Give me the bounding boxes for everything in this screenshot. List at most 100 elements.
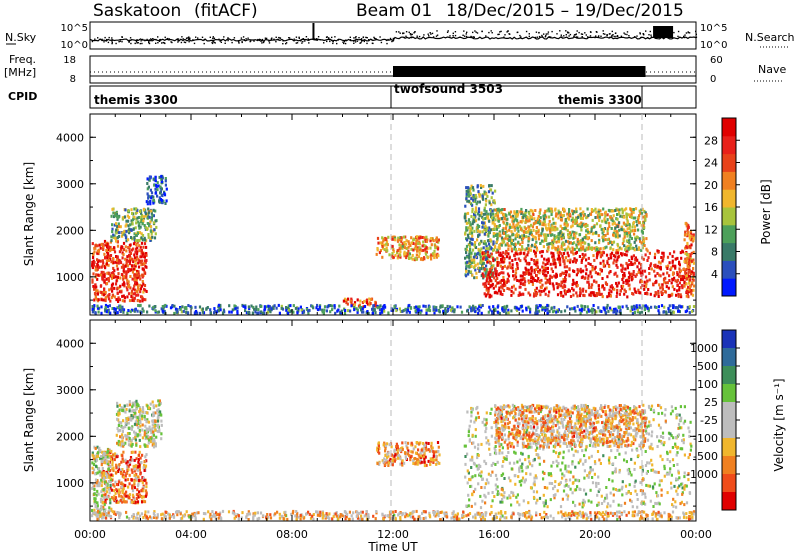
scatter-cell <box>503 305 506 309</box>
scatter-cell <box>97 492 100 496</box>
nsearch-point <box>683 35 685 38</box>
scatter-cell <box>132 464 135 468</box>
scatter-cell <box>583 276 586 280</box>
scatter-cell <box>528 271 531 275</box>
scatter-cell <box>340 309 343 313</box>
scatter-cell <box>645 237 648 241</box>
nsearch-point <box>157 36 159 38</box>
scatter-cell <box>589 272 592 276</box>
scatter-cell <box>580 258 583 262</box>
scatter-cell <box>650 267 653 271</box>
nsearch-point <box>227 39 229 42</box>
scatter-cell <box>477 234 480 237</box>
scatter-cell <box>106 294 109 298</box>
nsearch-point <box>313 38 316 40</box>
scatter-cell <box>534 209 537 212</box>
scatter-cell <box>280 306 283 310</box>
scatter-cell <box>660 304 664 308</box>
scatter-cell <box>115 466 118 470</box>
scatter-cell <box>465 251 468 254</box>
scatter-cell <box>358 305 362 309</box>
scatter-cell <box>511 266 514 270</box>
nsearch-point <box>227 37 229 39</box>
scatter-cell <box>508 264 511 267</box>
scatter-cell <box>672 306 675 310</box>
scatter-cell <box>142 219 145 223</box>
scatter-cell <box>115 499 118 503</box>
scatter-cell <box>437 238 440 242</box>
scatter-cell <box>406 252 409 256</box>
scatter-cell <box>509 244 512 248</box>
scatter-cell <box>548 228 551 232</box>
scatter-cell <box>550 275 553 279</box>
scatter-cell <box>609 294 612 298</box>
scatter-cell <box>107 308 110 312</box>
scatter-cell <box>492 199 495 203</box>
scatter-cell <box>99 473 102 477</box>
nsearch-point <box>223 36 225 38</box>
scatter-cell <box>527 268 530 272</box>
nsearch-point <box>519 34 521 37</box>
scatter-cell <box>525 209 528 212</box>
scatter-cell <box>96 263 99 266</box>
scatter-cell <box>113 484 116 488</box>
scatter-cell <box>465 221 468 225</box>
scatter-cell <box>106 252 109 256</box>
scatter-cell <box>96 292 99 296</box>
scatter-cell <box>617 248 620 252</box>
scatter-cell <box>501 293 504 296</box>
scatter-cell <box>506 287 509 290</box>
scatter-cell <box>501 241 504 245</box>
nsearch-point <box>545 33 547 35</box>
scatter-cell <box>140 213 144 217</box>
scatter-cell <box>687 271 690 274</box>
scatter-cell <box>644 304 647 308</box>
scatter-cell <box>428 305 431 309</box>
scatter-cell <box>572 236 575 240</box>
scatter-cell <box>675 293 678 297</box>
scatter-cell <box>209 308 212 312</box>
scatter-cell <box>570 218 573 222</box>
scatter-cell <box>534 260 537 264</box>
scatter-cell <box>96 454 99 458</box>
scatter-cell <box>581 269 584 273</box>
scatter-cell <box>515 232 518 236</box>
scatter-cell <box>133 299 136 303</box>
noise-series <box>89 23 698 45</box>
scatter-cell <box>486 216 489 220</box>
nsearch-point <box>296 42 299 44</box>
scatter-cell <box>671 259 674 263</box>
scatter-cell <box>484 257 487 261</box>
scatter-cell <box>595 246 598 250</box>
scatter-cell <box>648 251 651 255</box>
scatter-cell <box>128 493 132 497</box>
scatter-cell <box>125 461 128 465</box>
scatter-cell <box>403 250 406 254</box>
scatter-cell <box>223 310 226 314</box>
scatter-cell <box>154 191 157 195</box>
scatter-cell <box>477 217 480 221</box>
scatter-cell <box>143 242 147 246</box>
scatter-cell <box>585 268 588 272</box>
scatter-cell <box>479 255 482 259</box>
scatter-cell <box>607 237 611 241</box>
scatter-cell <box>405 310 408 314</box>
scatter-cell <box>418 246 421 250</box>
scatter-cell <box>513 254 516 258</box>
scatter-cell <box>636 308 639 312</box>
scatter-cell <box>491 310 494 314</box>
scatter-cell <box>93 445 96 449</box>
scatter-cell <box>102 248 105 251</box>
scatter-cell <box>688 311 691 315</box>
scatter-cell <box>616 284 619 288</box>
scatter-cell <box>608 288 611 292</box>
scatter-cell <box>104 475 107 479</box>
scatter-cell <box>625 207 628 211</box>
scatter-cell <box>163 193 167 197</box>
scatter-cell <box>143 255 146 259</box>
scatter-cell <box>464 261 467 265</box>
scatter-cell <box>138 231 142 235</box>
scatter-cell <box>112 246 116 250</box>
scatter-cell <box>552 262 555 266</box>
nsearch-point <box>465 33 467 35</box>
